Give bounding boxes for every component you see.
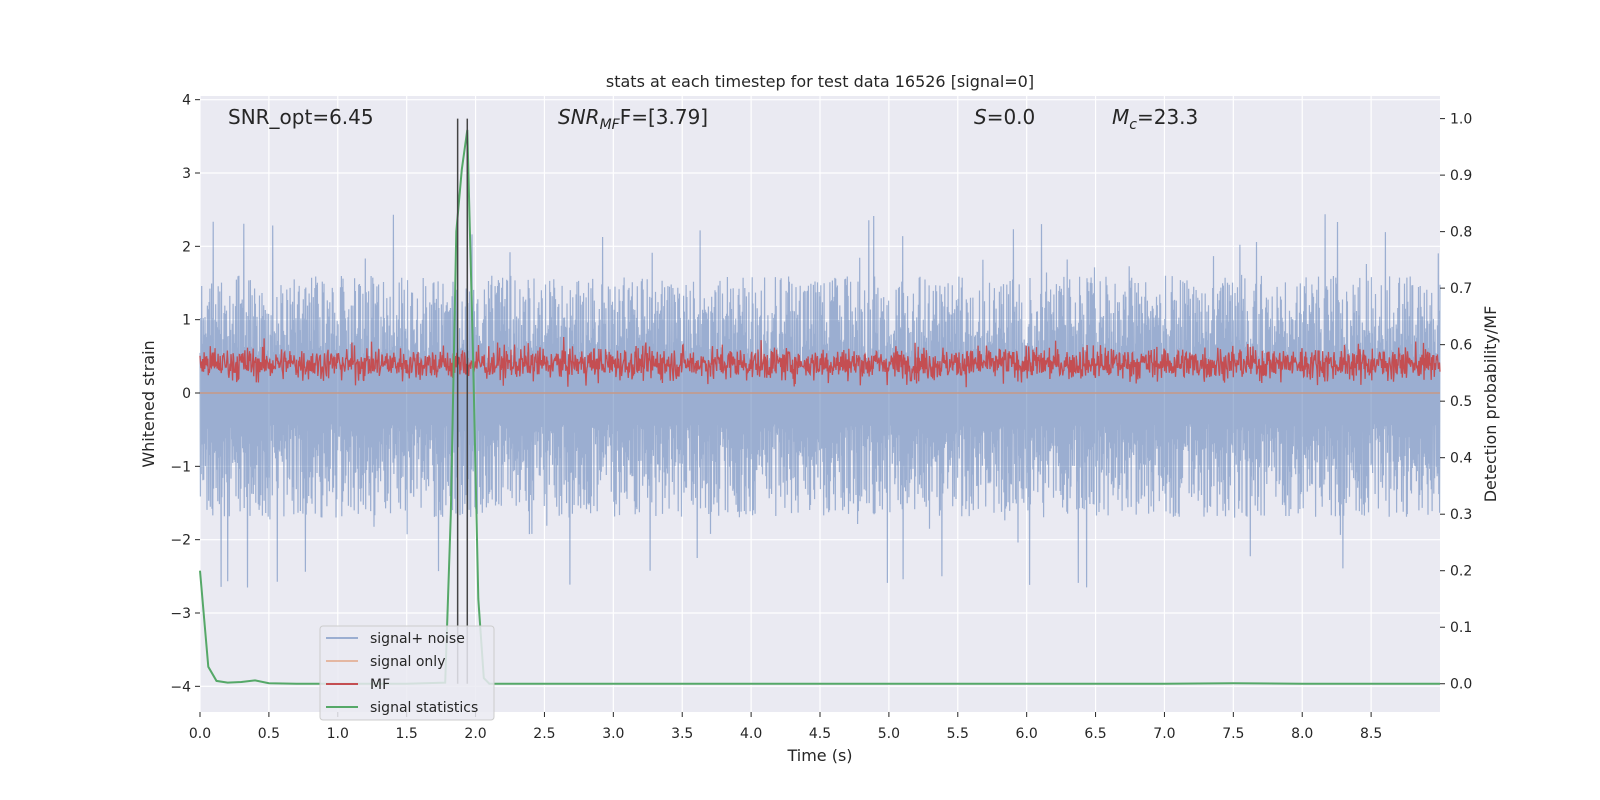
legend-label-signal-noise: signal+ noise	[370, 631, 465, 647]
x-tick-label: 7.5	[1222, 726, 1244, 742]
y-right-tick-label: 0.3	[1450, 507, 1472, 523]
legend-label-mf: MF	[370, 677, 390, 693]
series-signal-noise-line	[199, 214, 1441, 588]
annotation-snr-opt: SNR_opt=6.45	[228, 105, 374, 129]
x-tick-label: 7.0	[1153, 726, 1175, 742]
y-right-tick-label: 0.5	[1450, 394, 1472, 410]
series-signal-statistics-line	[199, 129, 1440, 685]
x-tick-label: 0.0	[189, 726, 211, 742]
annotation-snr-mf: SNRMFF=[3.79]	[558, 105, 708, 133]
annotation-mc: Mc=23.3	[1112, 105, 1198, 133]
x-tick-label: 5.0	[878, 726, 900, 742]
chart-title: stats at each timestep for test data 165…	[606, 72, 1034, 91]
y-right-tick-label: 0.9	[1450, 168, 1472, 184]
annotation-snr-mf-sub: MF	[600, 117, 621, 133]
legend: signal+ noise signal only MF signal stat…	[319, 625, 495, 721]
y-right-tick-label: 0.0	[1450, 677, 1472, 693]
y-tick-label: 4	[182, 93, 191, 109]
legend-label-signal-statistics: signal statistics	[370, 700, 478, 716]
y-right-tick-label: 1.0	[1450, 112, 1472, 128]
y-axis-right-label: Detection probability/MF	[1481, 306, 1500, 503]
y-axis-label: Whitened strain	[139, 340, 158, 467]
legend-box	[319, 625, 495, 721]
x-tick-label: 8.0	[1291, 726, 1313, 742]
annotation-s-var: S	[974, 105, 987, 129]
x-tick-label: 6.0	[1016, 726, 1038, 742]
annotation-snr-mf-base: SNR	[558, 105, 600, 129]
annotation-s-rest: =0.0	[987, 105, 1036, 129]
legend-label-signal-only: signal only	[370, 654, 445, 670]
y-right-tick-label: 0.6	[1450, 338, 1472, 354]
x-tick-label: 2.5	[533, 726, 555, 742]
x-tick-label: 2.0	[464, 726, 486, 742]
y-tick-label: −2	[170, 533, 191, 549]
x-tick-label: 1.0	[327, 726, 349, 742]
x-tick-label: 4.5	[809, 726, 831, 742]
y-right-tick-label: 0.7	[1450, 281, 1472, 297]
annotation-mc-sub: c	[1129, 117, 1137, 133]
y-tick-label: −4	[170, 679, 191, 695]
annotation-mc-var: M	[1112, 105, 1129, 129]
y-tick-label: 2	[182, 239, 191, 255]
y-tick-label: 3	[182, 166, 191, 182]
x-tick-label: 6.5	[1084, 726, 1106, 742]
x-tick-label: 4.0	[740, 726, 762, 742]
annotation-s: S=0.0	[974, 105, 1035, 129]
series-mf-line	[199, 336, 1441, 388]
y-right-tick-label: 0.2	[1450, 564, 1472, 580]
x-tick-label: 3.0	[602, 726, 624, 742]
y-tick-label: −3	[170, 606, 191, 622]
y-tick-label: −1	[170, 459, 191, 475]
x-tick-label: 0.5	[258, 726, 280, 742]
y-right-tick-label: 0.8	[1450, 225, 1472, 241]
y-tick-label: 1	[182, 313, 191, 329]
y-right-tick-label: 0.4	[1450, 451, 1472, 467]
y-tick-label: 0	[182, 386, 191, 402]
annotation-snr-mf-rest: F=[3.79]	[620, 105, 708, 129]
x-tick-label: 1.5	[396, 726, 418, 742]
x-tick-label: 3.5	[671, 726, 693, 742]
x-axis-label: Time (s)	[786, 746, 852, 765]
y-right-tick-label: 0.1	[1450, 620, 1472, 636]
x-tick-label: 5.5	[947, 726, 969, 742]
annotation-mc-rest: =23.3	[1137, 105, 1198, 129]
x-tick-label: 8.5	[1360, 726, 1382, 742]
